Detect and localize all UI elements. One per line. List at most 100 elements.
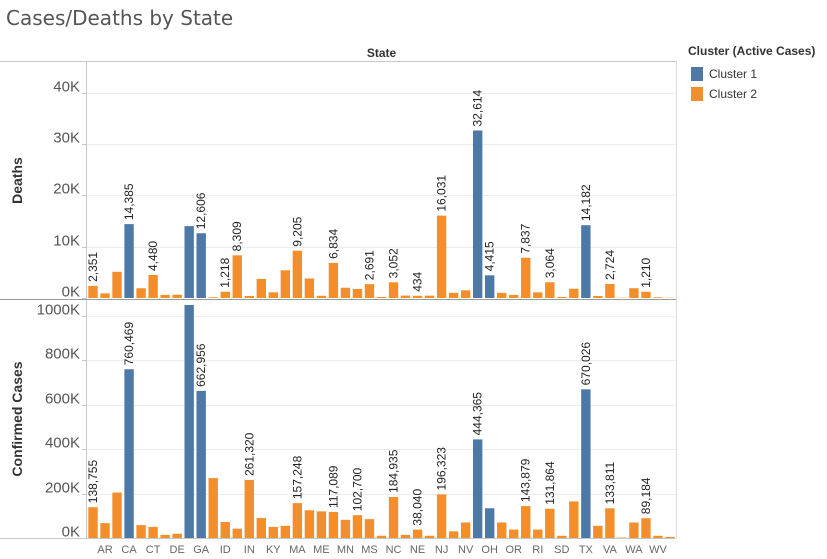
bar-mn	[340, 519, 351, 538]
x-tick-label: TX	[579, 544, 594, 556]
bar-mt	[376, 296, 387, 298]
bar-ma	[292, 250, 303, 298]
bar-nv	[460, 522, 471, 538]
bar-wa	[629, 522, 639, 538]
bar-az	[112, 271, 122, 298]
bar-md	[304, 510, 315, 538]
bar-nd	[400, 534, 411, 538]
data-label: 3,064	[543, 248, 557, 278]
y-tick-label: 1000K	[37, 302, 80, 319]
bar-mi	[328, 512, 339, 538]
bar-ut	[593, 295, 603, 298]
data-label: 434	[411, 271, 425, 291]
data-label: 2,351	[86, 252, 100, 282]
data-label: 3,052	[387, 248, 401, 278]
y-tick-label: 0K	[62, 524, 80, 541]
data-label: 131,864	[543, 461, 557, 505]
y-tick-label: 20K	[53, 181, 80, 198]
bar-nc	[388, 282, 399, 298]
bar-co	[136, 525, 146, 538]
x-tick-label: MN	[337, 544, 354, 556]
bar-in	[244, 295, 254, 298]
legend-label-cluster-2: Cluster 2	[709, 87, 758, 101]
x-tick-label: WV	[649, 544, 667, 556]
data-label: 143,879	[519, 458, 533, 502]
data-label: 4,415	[483, 241, 497, 271]
bar-va	[605, 508, 615, 538]
x-tick-label: NJ	[435, 544, 448, 556]
x-tick-label: CA	[121, 544, 137, 556]
legend-item-cluster-2[interactable]: Cluster 2	[688, 84, 815, 104]
y-tick-label: 600K	[45, 391, 80, 408]
data-label: 662,956	[194, 343, 208, 387]
bar-ny	[472, 439, 483, 538]
bar-ky	[268, 526, 279, 538]
bar-ks	[256, 518, 266, 538]
bar-pa	[521, 506, 531, 538]
bar-wa	[629, 288, 639, 298]
bar-co	[136, 288, 146, 298]
x-tick-label: ME	[313, 544, 330, 556]
x-tick-label: IN	[244, 544, 255, 556]
bar-ne	[412, 529, 423, 538]
bar-oh	[485, 275, 495, 298]
x-tick-label: GA	[193, 544, 210, 556]
data-label: 670,026	[579, 342, 593, 386]
bar-ok	[497, 522, 507, 538]
bar-ca	[124, 369, 134, 538]
legend: Cluster (Active Cases) Cluster 1 Cluster…	[688, 44, 815, 104]
bar-wy	[665, 536, 675, 538]
bar-mo	[352, 515, 363, 538]
data-label: 133,811	[603, 461, 617, 504]
bar-ar	[100, 523, 110, 538]
bar-nm	[448, 292, 459, 298]
y-tick-label: 40K	[53, 79, 80, 96]
bar-ks	[256, 279, 266, 298]
x-tick-label: MS	[361, 544, 378, 556]
bar-ma	[292, 503, 303, 538]
x-tick-label: VA	[603, 544, 618, 556]
bar-wi	[641, 291, 651, 298]
bar-wv	[653, 535, 663, 538]
bar-nh	[424, 295, 435, 298]
bar-ny	[472, 130, 483, 298]
bar-nv	[460, 290, 471, 298]
x-tick-label: DE	[170, 544, 185, 556]
x-tick-label: MA	[289, 544, 306, 556]
bar-id	[220, 522, 230, 538]
bar-al	[88, 507, 98, 538]
column-header: State	[367, 46, 397, 60]
bar-pa	[521, 257, 531, 298]
y-tick-label: 0K	[62, 284, 80, 301]
bar-me	[316, 511, 327, 538]
bar-de	[172, 533, 182, 538]
bar-mo	[352, 289, 363, 298]
panel-y-label: Confirmed Cases	[9, 361, 25, 476]
bar-or	[509, 529, 519, 538]
bar-dc	[160, 534, 170, 538]
x-tick-label: ID	[220, 544, 231, 556]
bar-nj	[436, 494, 447, 538]
bar-ar	[100, 293, 110, 298]
bar-in	[244, 480, 254, 538]
bar-sc	[545, 282, 555, 298]
y-tick-label: 400K	[45, 435, 80, 452]
bar-al	[88, 285, 98, 298]
bar-tn	[569, 501, 579, 538]
y-tick-label: 30K	[53, 130, 80, 147]
x-tick-label: SD	[554, 544, 569, 556]
bar-or	[509, 294, 519, 298]
data-label: 16,031	[435, 175, 449, 212]
y-tick-label: 10K	[53, 233, 80, 250]
bar-la	[280, 525, 291, 538]
data-label: 102,700	[350, 468, 364, 512]
x-tick-label: WA	[625, 544, 643, 556]
data-label: 2,724	[603, 250, 617, 280]
bar-dc	[160, 294, 170, 298]
bar-wv	[653, 297, 663, 298]
legend-item-cluster-1[interactable]: Cluster 1	[688, 64, 815, 84]
panel-y-label: Deaths	[9, 157, 25, 204]
bar-ri	[533, 529, 543, 538]
bar-oh	[485, 508, 495, 538]
data-label: 9,205	[290, 216, 304, 246]
